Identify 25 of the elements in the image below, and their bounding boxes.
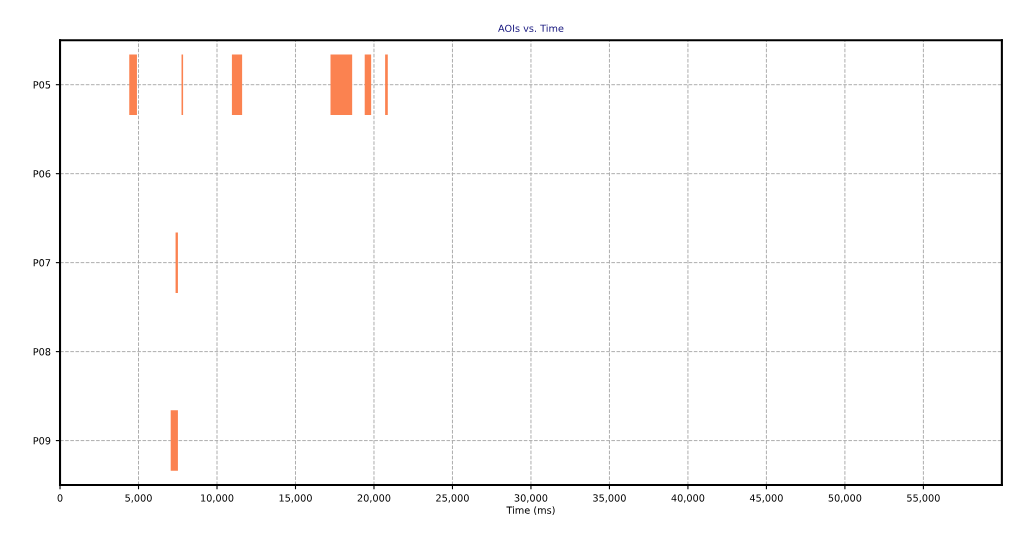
x-tick-label: 10,000: [201, 494, 234, 503]
x-tick-label: 5,000: [125, 494, 152, 503]
y-tick-label: P09: [33, 437, 51, 445]
x-tick-label: 15,000: [279, 494, 312, 503]
x-axis-title: Time (ms): [506, 506, 555, 515]
bar: [385, 54, 388, 115]
y-tick-label: P05: [33, 81, 51, 89]
x-tick-label: 30,000: [514, 494, 548, 503]
y-tick-label: P08: [33, 348, 51, 356]
x-tick-label: 35,000: [593, 494, 626, 503]
bar: [364, 54, 372, 115]
x-tick-label: 50,000: [828, 494, 862, 503]
x-tick-label: 20,000: [357, 494, 391, 503]
x-tick-label: 0: [57, 494, 63, 502]
bar: [330, 54, 353, 115]
bar: [170, 410, 178, 471]
bar: [231, 54, 243, 115]
y-tick-label: P07: [33, 259, 51, 267]
x-tick-label: 40,000: [671, 494, 705, 503]
x-tick-label: 45,000: [749, 494, 783, 503]
chart-title: AOIs vs. Time: [498, 24, 564, 32]
x-tick-label: 55,000: [907, 494, 940, 503]
y-tick-label: P06: [33, 170, 51, 178]
x-tick-label: 25,000: [436, 494, 469, 503]
bar: [129, 54, 137, 115]
